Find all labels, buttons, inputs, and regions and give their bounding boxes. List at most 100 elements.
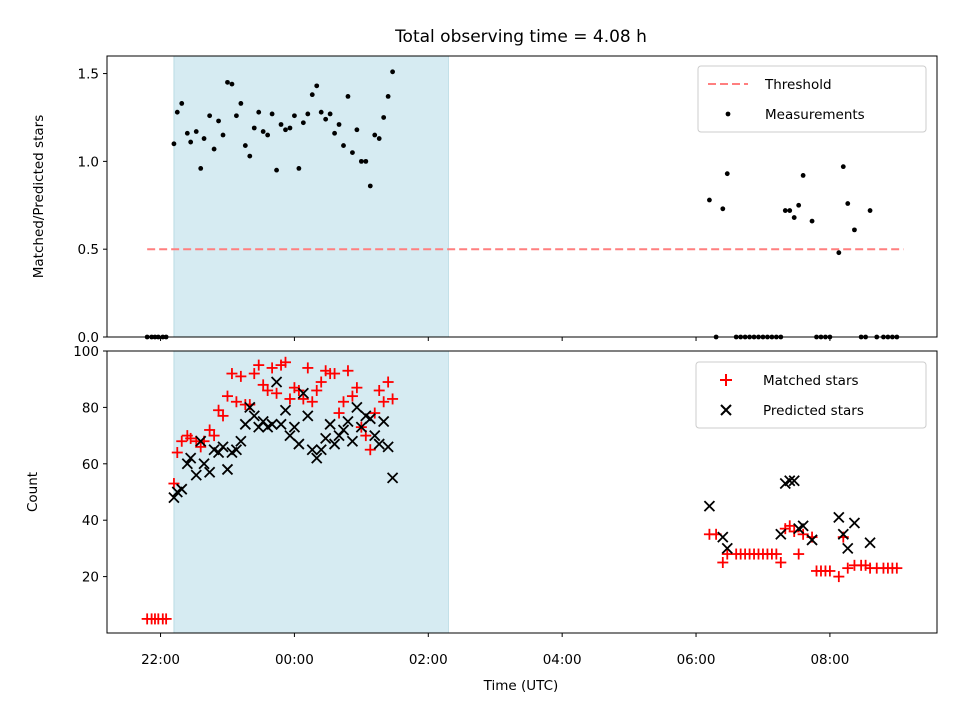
predicted-star-point — [279, 404, 292, 416]
measurement-point — [198, 166, 204, 171]
top-observing-window — [173, 55, 449, 338]
measurement-point — [265, 132, 271, 138]
legend-predicted-swatch — [720, 404, 732, 416]
measurement-point — [332, 130, 337, 136]
measurement-point — [836, 250, 842, 256]
measurement-point — [354, 127, 360, 133]
measurement-point — [309, 92, 315, 98]
top-plot: 0.0 0.5 1.0 1.5 Matched/Predicted stars Thr… — [31, 55, 938, 346]
measurement-point — [327, 111, 333, 117]
predicted-star-point — [378, 415, 390, 428]
matched-star-point — [311, 384, 323, 396]
matched-star-point — [770, 548, 782, 560]
measurement-point — [720, 206, 726, 212]
legend-predicted-label: Predicted stars — [763, 403, 864, 419]
bottom-observing-window — [173, 350, 449, 634]
bottom-legend-box — [695, 361, 927, 429]
matched-star-point — [279, 356, 291, 368]
predicted-star-point — [248, 410, 260, 422]
predicted-star-point — [284, 429, 296, 442]
measurement-point — [179, 101, 185, 106]
matched-star-point — [293, 384, 305, 396]
matched-star-point — [788, 525, 800, 537]
x-tick-label: 02:00 — [409, 652, 448, 668]
top-y-tick-label: 1.0 — [78, 154, 99, 170]
matched-star-point — [306, 396, 318, 408]
measurement-point — [283, 127, 288, 133]
measurement-point — [724, 171, 730, 177]
measurement-point — [363, 158, 369, 164]
measurement-point — [367, 183, 373, 189]
measurement-point — [256, 109, 262, 115]
matched-star-point — [176, 435, 188, 447]
measurement-point — [296, 166, 302, 171]
bottom-legend: Matched stars Predicted stars — [695, 361, 927, 429]
bottom-y-tick-label: 20 — [82, 570, 99, 586]
x-tick-label: 22:00 — [141, 652, 180, 668]
predicted-star-point — [230, 444, 243, 456]
matched-star-point — [378, 396, 390, 408]
x-tick-label: 00:00 — [275, 652, 314, 668]
matched-star-point — [302, 362, 314, 374]
matched-star-point — [235, 370, 247, 382]
top-y-ticks: 0.0 0.5 1.0 1.5 — [78, 67, 831, 346]
predicted-star-point — [190, 469, 202, 481]
bottom-axis-ticks: 20 40 60 80 100 22:00 00:00 02:00 04:00 06:00 08:0… — [73, 344, 849, 668]
matched-star-point — [204, 424, 216, 436]
predicted-stars-series — [168, 376, 876, 555]
matched-star-point — [793, 548, 805, 560]
matched-star-point — [230, 396, 242, 408]
top-y-tick-label: 0.0 — [78, 330, 99, 346]
top-legend-box — [697, 65, 927, 133]
top-y-axis-label: Matched/Predicted stars — [31, 115, 47, 278]
matched-star-point — [373, 384, 385, 396]
measurement-point — [787, 208, 793, 213]
measurement-point — [318, 109, 324, 115]
measurement-point — [345, 93, 351, 99]
measurement-point — [211, 146, 217, 152]
matched-star-point — [369, 407, 381, 419]
measurement-point — [800, 173, 806, 178]
matched-star-point — [333, 407, 345, 419]
predicted-star-point — [288, 421, 301, 433]
matched-star-point — [253, 359, 265, 371]
predicted-star-point — [195, 435, 207, 447]
matched-star-point — [338, 396, 350, 408]
predicted-star-point — [293, 438, 305, 450]
measurement-point — [247, 153, 253, 159]
measurement-point — [809, 218, 815, 224]
predicted-star-point — [342, 415, 354, 428]
matched-star-point — [297, 393, 309, 405]
predicted-star-point — [717, 531, 729, 543]
measurement-point — [350, 150, 355, 155]
matched-star-point — [226, 368, 238, 380]
measurement-point — [323, 116, 329, 122]
predicted-star-point — [203, 466, 216, 478]
predicted-star-point — [324, 418, 336, 430]
measurement-point — [287, 125, 293, 131]
measurement-point — [840, 164, 846, 170]
matched-star-point — [382, 376, 394, 388]
bottom-y-tick-label: 100 — [73, 344, 99, 360]
predicted-star-point — [837, 528, 849, 540]
legend-matched-swatch — [720, 374, 732, 386]
measurement-point — [791, 215, 797, 220]
measurement-point — [292, 113, 297, 119]
predicted-star-point — [848, 517, 861, 529]
predicted-star-point — [864, 537, 876, 549]
top-y-tick-label: 0.5 — [78, 242, 99, 258]
predicted-star-point — [775, 528, 787, 540]
x-tick-label: 04:00 — [543, 652, 582, 668]
x-tick-label: 08:00 — [810, 652, 849, 668]
matched-star-point — [717, 557, 729, 568]
matched-star-point — [221, 390, 233, 402]
predicted-star-point — [311, 452, 323, 464]
predicted-star-point — [364, 413, 376, 425]
top-legend: Threshold Measurements — [697, 65, 927, 133]
predicted-star-point — [382, 441, 394, 453]
predicted-star-point — [842, 542, 854, 555]
matched-star-point — [891, 562, 903, 574]
predicted-star-point — [266, 418, 278, 430]
matched-star-point — [213, 404, 225, 416]
measurement-point — [207, 113, 213, 119]
